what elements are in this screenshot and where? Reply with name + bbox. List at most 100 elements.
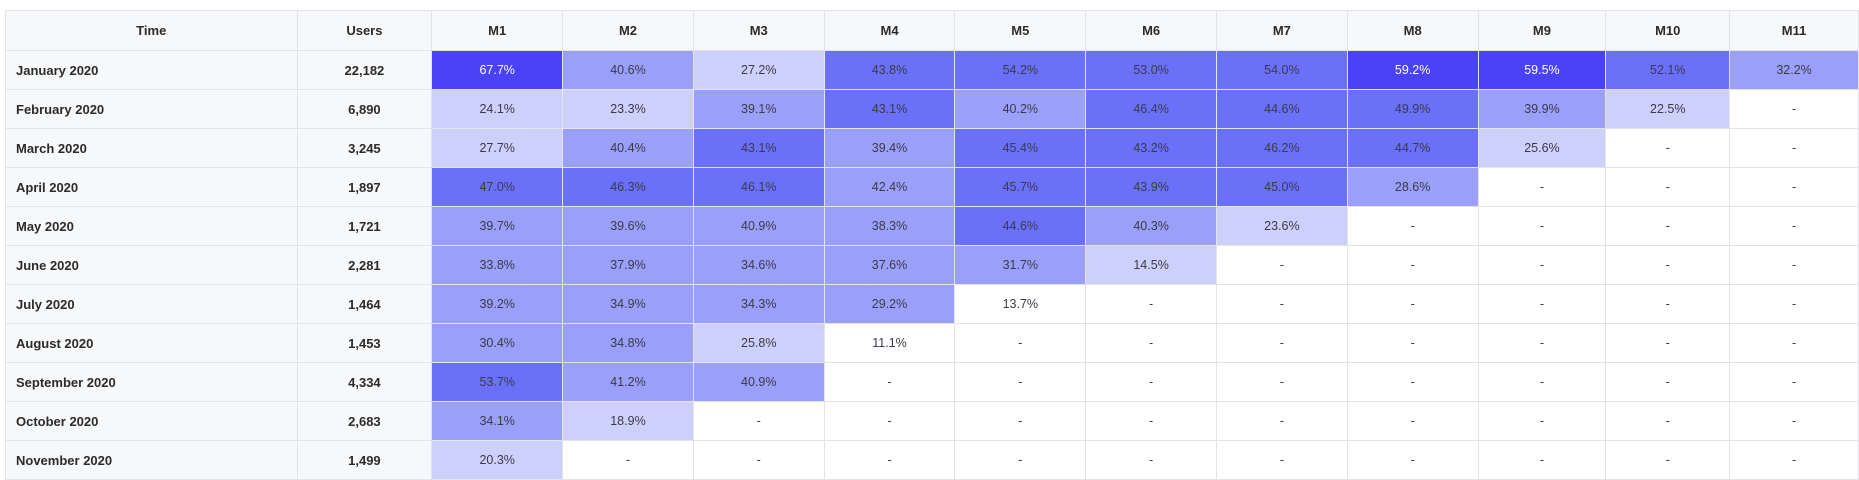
retention-cell: 31.7%: [954, 245, 1087, 285]
retention-cell: 25.6%: [1477, 128, 1607, 168]
column-header-m3[interactable]: M3: [692, 10, 825, 51]
table-row: September 2020 4,334 53.7% 41.2% 40.9% - - - - - -…: [5, 362, 1859, 402]
retention-cell: 27.7%: [431, 128, 564, 168]
retention-cell: -: [1477, 245, 1607, 285]
retention-cell: -: [954, 401, 1087, 441]
retention-cell: -: [1729, 401, 1859, 441]
retention-cell: -: [1346, 245, 1479, 285]
cohort-users-cell: 4,334: [296, 362, 433, 402]
retention-cell: -: [1605, 245, 1731, 285]
retention-cell: -: [1346, 440, 1479, 480]
retention-cell: -: [1729, 440, 1859, 480]
retention-cell: 25.8%: [692, 323, 825, 363]
retention-cell: -: [1477, 440, 1607, 480]
cohort-time-cell: February 2020: [5, 89, 298, 129]
cohort-time-cell: March 2020: [5, 128, 298, 168]
retention-cell: -: [1477, 401, 1607, 441]
retention-cell: -: [1085, 440, 1217, 480]
retention-cell: -: [1605, 440, 1731, 480]
retention-cell: 24.1%: [431, 89, 564, 129]
cohort-time-cell: May 2020: [5, 206, 298, 246]
retention-cell: 37.6%: [823, 245, 956, 285]
retention-cell: 54.0%: [1215, 50, 1348, 90]
retention-cell: -: [1085, 401, 1217, 441]
column-header-m7[interactable]: M7: [1215, 10, 1348, 51]
retention-cell: -: [1605, 128, 1731, 168]
retention-cell: 43.1%: [692, 128, 825, 168]
retention-cell: -: [954, 440, 1087, 480]
retention-cell: -: [823, 401, 956, 441]
retention-cell: -: [1346, 401, 1479, 441]
column-header-m2[interactable]: M2: [562, 10, 694, 51]
cohort-users-cell: 2,281: [296, 245, 433, 285]
retention-cell: -: [1215, 440, 1348, 480]
retention-cell: 11.1%: [823, 323, 956, 363]
retention-cell: 43.1%: [823, 89, 956, 129]
cohort-retention-table: Time Users M1 M2 M3 M4 M5 M6 M7 M8 M9 M10 M11 Januar…: [5, 10, 1859, 480]
retention-cell: 30.4%: [431, 323, 564, 363]
retention-cell: -: [1215, 323, 1348, 363]
retention-cell: -: [1729, 284, 1859, 324]
retention-cell: 39.9%: [1477, 89, 1607, 129]
retention-cell: 27.2%: [692, 50, 825, 90]
retention-cell: 43.2%: [1085, 128, 1217, 168]
table-row: February 2020 6,890 24.1% 23.3% 39.1% 43.1% 40…: [5, 89, 1859, 129]
retention-cell: -: [1605, 206, 1731, 246]
cohort-time-cell: August 2020: [5, 323, 298, 363]
table-row: November 2020 1,499 20.3% - - - - - - - - - -: [5, 440, 1859, 480]
column-header-m5[interactable]: M5: [954, 10, 1087, 51]
retention-cell: 39.4%: [823, 128, 956, 168]
retention-cell: -: [1346, 206, 1479, 246]
retention-cell: 39.6%: [562, 206, 694, 246]
table-row: May 2020 1,721 39.7% 39.6% 40.9% 38.3% 44.6% 40…: [5, 206, 1859, 246]
column-header-users[interactable]: Users: [296, 10, 433, 51]
retention-cell: 46.4%: [1085, 89, 1217, 129]
column-header-m11[interactable]: M11: [1729, 10, 1859, 51]
retention-cell: 20.3%: [431, 440, 564, 480]
retention-cell: 59.2%: [1346, 50, 1479, 90]
cohort-users-cell: 22,182: [296, 50, 433, 90]
retention-cell: -: [1346, 323, 1479, 363]
cohort-time-cell: July 2020: [5, 284, 298, 324]
column-header-m4[interactable]: M4: [823, 10, 956, 51]
cohort-users-cell: 1,897: [296, 167, 433, 207]
retention-cell: -: [1729, 89, 1859, 129]
column-header-m9[interactable]: M9: [1477, 10, 1607, 51]
cohort-time-cell: October 2020: [5, 401, 298, 441]
retention-cell: 33.8%: [431, 245, 564, 285]
cohort-time-cell: June 2020: [5, 245, 298, 285]
retention-cell: -: [954, 362, 1087, 402]
retention-cell: 44.6%: [954, 206, 1087, 246]
cohort-time-cell: September 2020: [5, 362, 298, 402]
retention-cell: -: [1605, 167, 1731, 207]
cohort-retention-table-container: Time Users M1 M2 M3 M4 M5 M6 M7 M8 M9 M10 M11 Januar…: [5, 10, 1859, 480]
retention-cell: -: [1215, 401, 1348, 441]
retention-cell: 46.2%: [1215, 128, 1348, 168]
retention-cell: 40.9%: [692, 362, 825, 402]
cohort-users-cell: 2,683: [296, 401, 433, 441]
column-header-m10[interactable]: M10: [1605, 10, 1731, 51]
cohort-users-cell: 6,890: [296, 89, 433, 129]
column-header-m1[interactable]: M1: [431, 10, 564, 51]
retention-cell: 32.2%: [1729, 50, 1859, 90]
retention-cell: -: [823, 440, 956, 480]
retention-cell: 22.5%: [1605, 89, 1731, 129]
retention-cell: -: [1085, 362, 1217, 402]
cohort-users-cell: 1,721: [296, 206, 433, 246]
retention-cell: -: [692, 401, 825, 441]
column-header-m6[interactable]: M6: [1085, 10, 1217, 51]
retention-cell: 53.7%: [431, 362, 564, 402]
retention-cell: -: [1477, 167, 1607, 207]
table-row: July 2020 1,464 39.2% 34.9% 34.3% 29.2% 13.7% -…: [5, 284, 1859, 324]
retention-cell: 18.9%: [562, 401, 694, 441]
retention-cell: -: [1605, 284, 1731, 324]
retention-cell: 49.9%: [1346, 89, 1479, 129]
column-header-m8[interactable]: M8: [1346, 10, 1479, 51]
retention-cell: 23.6%: [1215, 206, 1348, 246]
retention-cell: 46.1%: [692, 167, 825, 207]
column-header-time[interactable]: Time: [5, 10, 298, 51]
retention-cell: -: [1729, 206, 1859, 246]
retention-cell: -: [1605, 401, 1731, 441]
retention-cell: -: [954, 323, 1087, 363]
table-row: January 2020 22,182 67.7% 40.6% 27.2% 43.8% 54…: [5, 50, 1859, 90]
